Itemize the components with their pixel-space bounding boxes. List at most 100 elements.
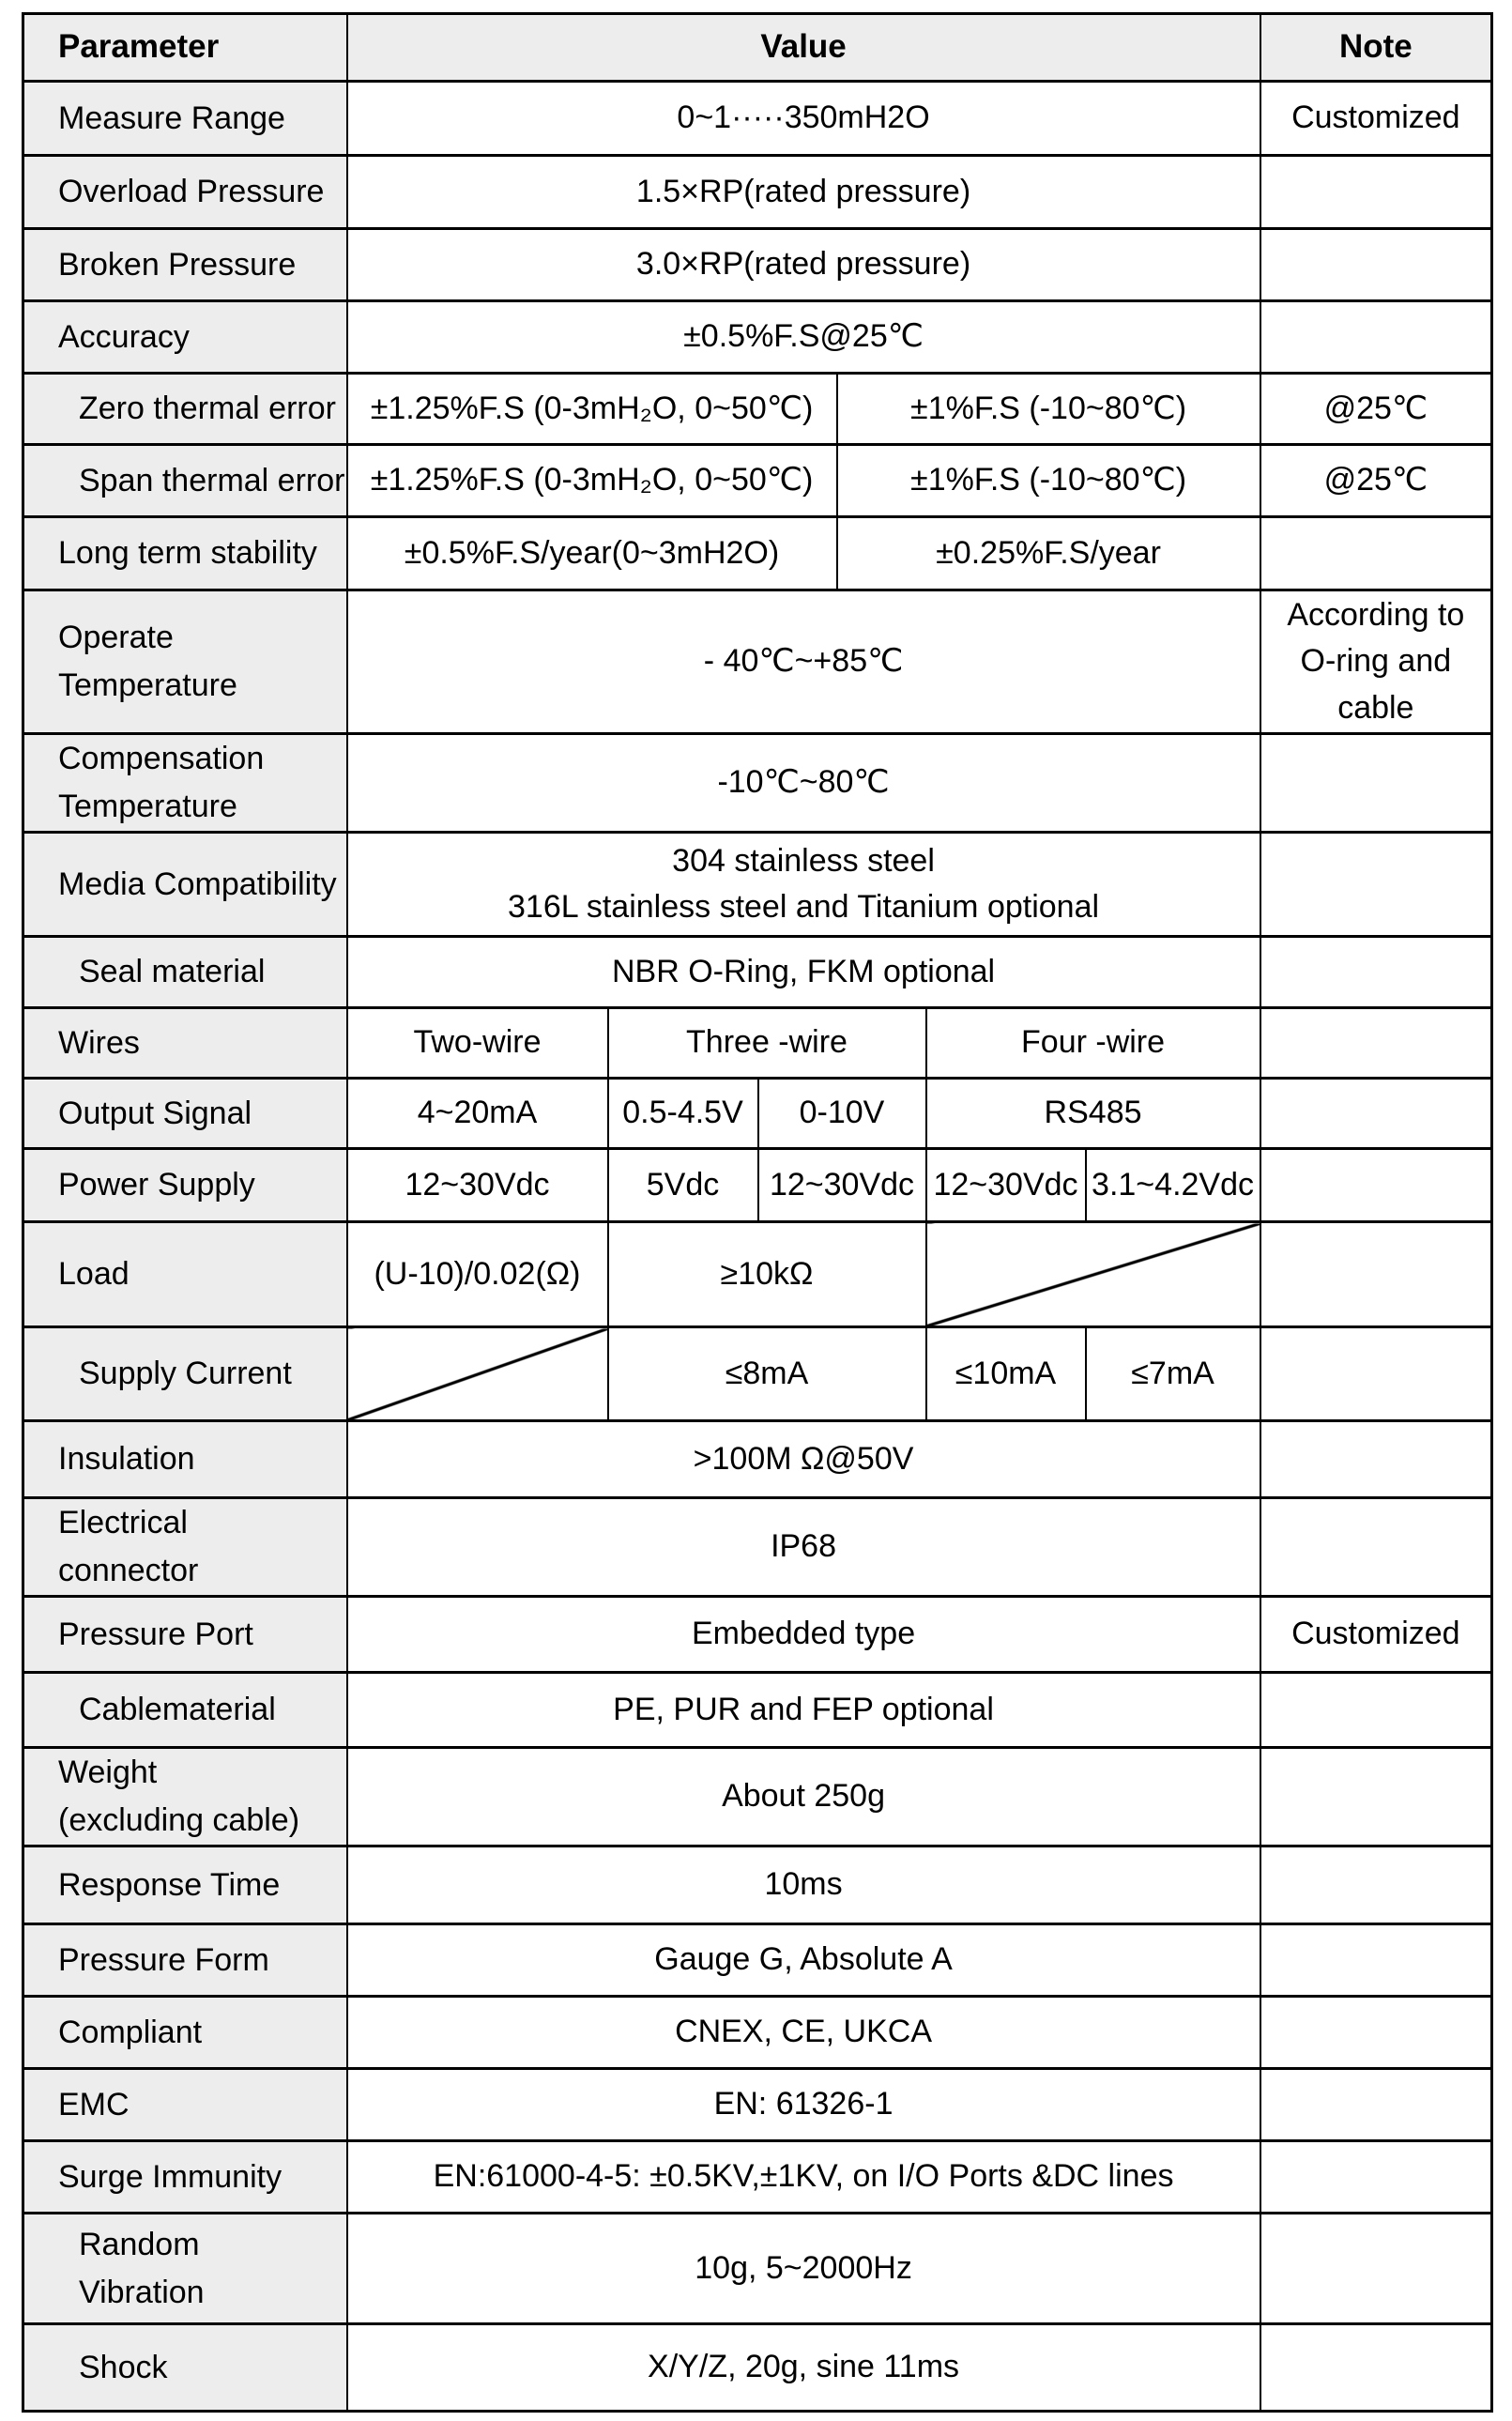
value-cell: EN: 61326-1: [345, 2067, 1261, 2142]
value-cell: ±0.5%F.S@25℃: [345, 299, 1261, 375]
parameter-cell: Supply Current: [22, 1325, 348, 1422]
parameter-cell: Shock: [22, 2322, 348, 2413]
note-cell: [1259, 732, 1493, 834]
parameter-cell: Zero thermal error: [22, 372, 348, 446]
value-cell: - 40℃~+85℃: [345, 589, 1261, 735]
note-cell: [1259, 831, 1493, 938]
parameter-cell: Measure Range: [22, 80, 348, 157]
table-row: Response Time 10ms: [22, 1845, 1493, 1925]
value-cell: Four -wire: [924, 1006, 1261, 1080]
table-row: Media Compatibility 304 stainless steel 3…: [22, 831, 1493, 938]
table-row: Wires Two-wire Three -wire Four -wire: [22, 1006, 1493, 1080]
value-cell: ±0.5%F.S/year(0~3mH2O): [345, 515, 838, 591]
value-cell: >100M Ω@50V: [345, 1419, 1261, 1499]
table-row: Overload Pressure 1.5×RP(rated pressure): [22, 154, 1493, 230]
note-cell: [1259, 515, 1493, 591]
note-cell: [1259, 2139, 1493, 2214]
table-row: Supply Current ≤8mA ≤10mA ≤7mA: [22, 1325, 1493, 1422]
parameter-cell: Output Signal: [22, 1077, 348, 1150]
value-cell: (U-10)/0.02(Ω): [345, 1220, 609, 1328]
value-cell: 0~1·····350mH2O: [345, 80, 1261, 157]
parameter-cell: Broken Pressure: [22, 227, 348, 302]
note-cell: [1259, 1220, 1493, 1328]
value-cell: RS485: [924, 1077, 1261, 1150]
value-cell: 304 stainless steel 316L stainless steel…: [345, 831, 1261, 938]
value-cell: 5Vdc: [606, 1147, 759, 1223]
header-row: Parameter Value Note: [22, 12, 1493, 83]
value-cell: 0.5-4.5V: [606, 1077, 759, 1150]
table-row: Shock X/Y/Z, 20g, sine 11ms: [22, 2322, 1493, 2413]
parameter-cell: Pressure Form: [22, 1923, 348, 1998]
table-row: Broken Pressure 3.0×RP(rated pressure): [22, 227, 1493, 302]
note-cell: According to O-ring and cable: [1259, 589, 1493, 735]
value-cell: 3.0×RP(rated pressure): [345, 227, 1261, 302]
diagonal-strikeout-cell: [924, 1220, 1261, 1328]
parameter-cell: Pressure Port: [22, 1595, 348, 1674]
table-row: Load (U-10)/0.02(Ω) ≥10kΩ: [22, 1220, 1493, 1328]
table-row: Cablematerial PE, PUR and FEP optional: [22, 1671, 1493, 1749]
value-cell: ±1.25%F.S (0-3mH₂O, 0~50℃): [345, 443, 838, 518]
parameter-cell: Random Vibration: [22, 2212, 348, 2325]
value-cell: ≤7mA: [1084, 1325, 1261, 1422]
parameter-cell: Power Supply: [22, 1147, 348, 1223]
table-row: Electrical connector IP68: [22, 1496, 1493, 1598]
value-cell: Gauge G, Absolute A: [345, 1923, 1261, 1998]
parameter-cell: Response Time: [22, 1845, 348, 1925]
parameter-cell: Compliant: [22, 1995, 348, 2070]
note-cell: [1259, 227, 1493, 302]
note-cell: @25℃: [1259, 443, 1493, 518]
table-row: Compliant CNEX, CE, UKCA: [22, 1995, 1493, 2070]
parameter-cell: Span thermal error: [22, 443, 348, 518]
table-row: Measure Range 0~1·····350mH2O Customized: [22, 80, 1493, 157]
table-row: Insulation >100M Ω@50V: [22, 1419, 1493, 1499]
note-cell: [1259, 1746, 1493, 1847]
value-cell: ±1.25%F.S (0-3mH₂O, 0~50℃): [345, 372, 838, 446]
value-cell: ±1%F.S (-10~80℃): [835, 372, 1261, 446]
value-cell: ≤10mA: [924, 1325, 1087, 1422]
value-cell: 1.5×RP(rated pressure): [345, 154, 1261, 230]
value-cell: ±0.25%F.S/year: [835, 515, 1261, 591]
note-cell: [1259, 2322, 1493, 2413]
header-cell-parameter: Parameter: [22, 12, 348, 83]
note-cell: [1259, 935, 1493, 1009]
value-cell: IP68: [345, 1496, 1261, 1598]
table-row: Compensation Temperature -10℃~80℃: [22, 732, 1493, 834]
header-cell-note: Note: [1259, 12, 1493, 83]
table-row: Output Signal 4~20mA 0.5-4.5V 0-10V RS485: [22, 1077, 1493, 1150]
table-row: Zero thermal error ±1.25%F.S (0-3mH₂O, 0~…: [22, 372, 1493, 446]
parameter-cell: Surge Immunity: [22, 2139, 348, 2214]
note-cell: [1259, 154, 1493, 230]
parameter-cell: Insulation: [22, 1419, 348, 1499]
value-cell: 4~20mA: [345, 1077, 609, 1150]
value-cell: 3.1~4.2Vdc: [1084, 1147, 1261, 1223]
table-row: Long term stability ±0.5%F.S/year(0~3mH2O…: [22, 515, 1493, 591]
table-row: Pressure Form Gauge G, Absolute A: [22, 1923, 1493, 1998]
value-cell: 12~30Vdc: [756, 1147, 927, 1223]
note-cell: [1259, 1923, 1493, 1998]
note-cell: [1259, 1671, 1493, 1749]
spec-table-body: Parameter Value Note Measure Range 0~1·····3…: [22, 12, 1493, 2413]
parameter-cell: Wires: [22, 1006, 348, 1080]
value-cell: 0-10V: [756, 1077, 927, 1150]
note-cell: @25℃: [1259, 372, 1493, 446]
value-cell: 10ms: [345, 1845, 1261, 1925]
parameter-cell: Accuracy: [22, 299, 348, 375]
value-cell: Two-wire: [345, 1006, 609, 1080]
value-cell: Three -wire: [606, 1006, 927, 1080]
table-row: Seal material NBR O-Ring, FKM optional: [22, 935, 1493, 1009]
note-cell: [1259, 1006, 1493, 1080]
table-row: EMC EN: 61326-1: [22, 2067, 1493, 2142]
value-cell: CNEX, CE, UKCA: [345, 1995, 1261, 2070]
table-row: Accuracy ±0.5%F.S@25℃: [22, 299, 1493, 375]
parameter-cell: Cablematerial: [22, 1671, 348, 1749]
parameter-cell: EMC: [22, 2067, 348, 2142]
parameter-cell: Weight (excluding cable): [22, 1746, 348, 1847]
note-cell: Customized: [1259, 80, 1493, 157]
table-row: Operate Temperature - 40℃~+85℃ According t…: [22, 589, 1493, 735]
spec-table: Parameter Value Note Measure Range 0~1·····3…: [22, 12, 1494, 2413]
note-cell: [1259, 1325, 1493, 1422]
parameter-cell: Long term stability: [22, 515, 348, 591]
note-cell: [1259, 2212, 1493, 2325]
value-cell: 10g, 5~2000Hz: [345, 2212, 1261, 2325]
